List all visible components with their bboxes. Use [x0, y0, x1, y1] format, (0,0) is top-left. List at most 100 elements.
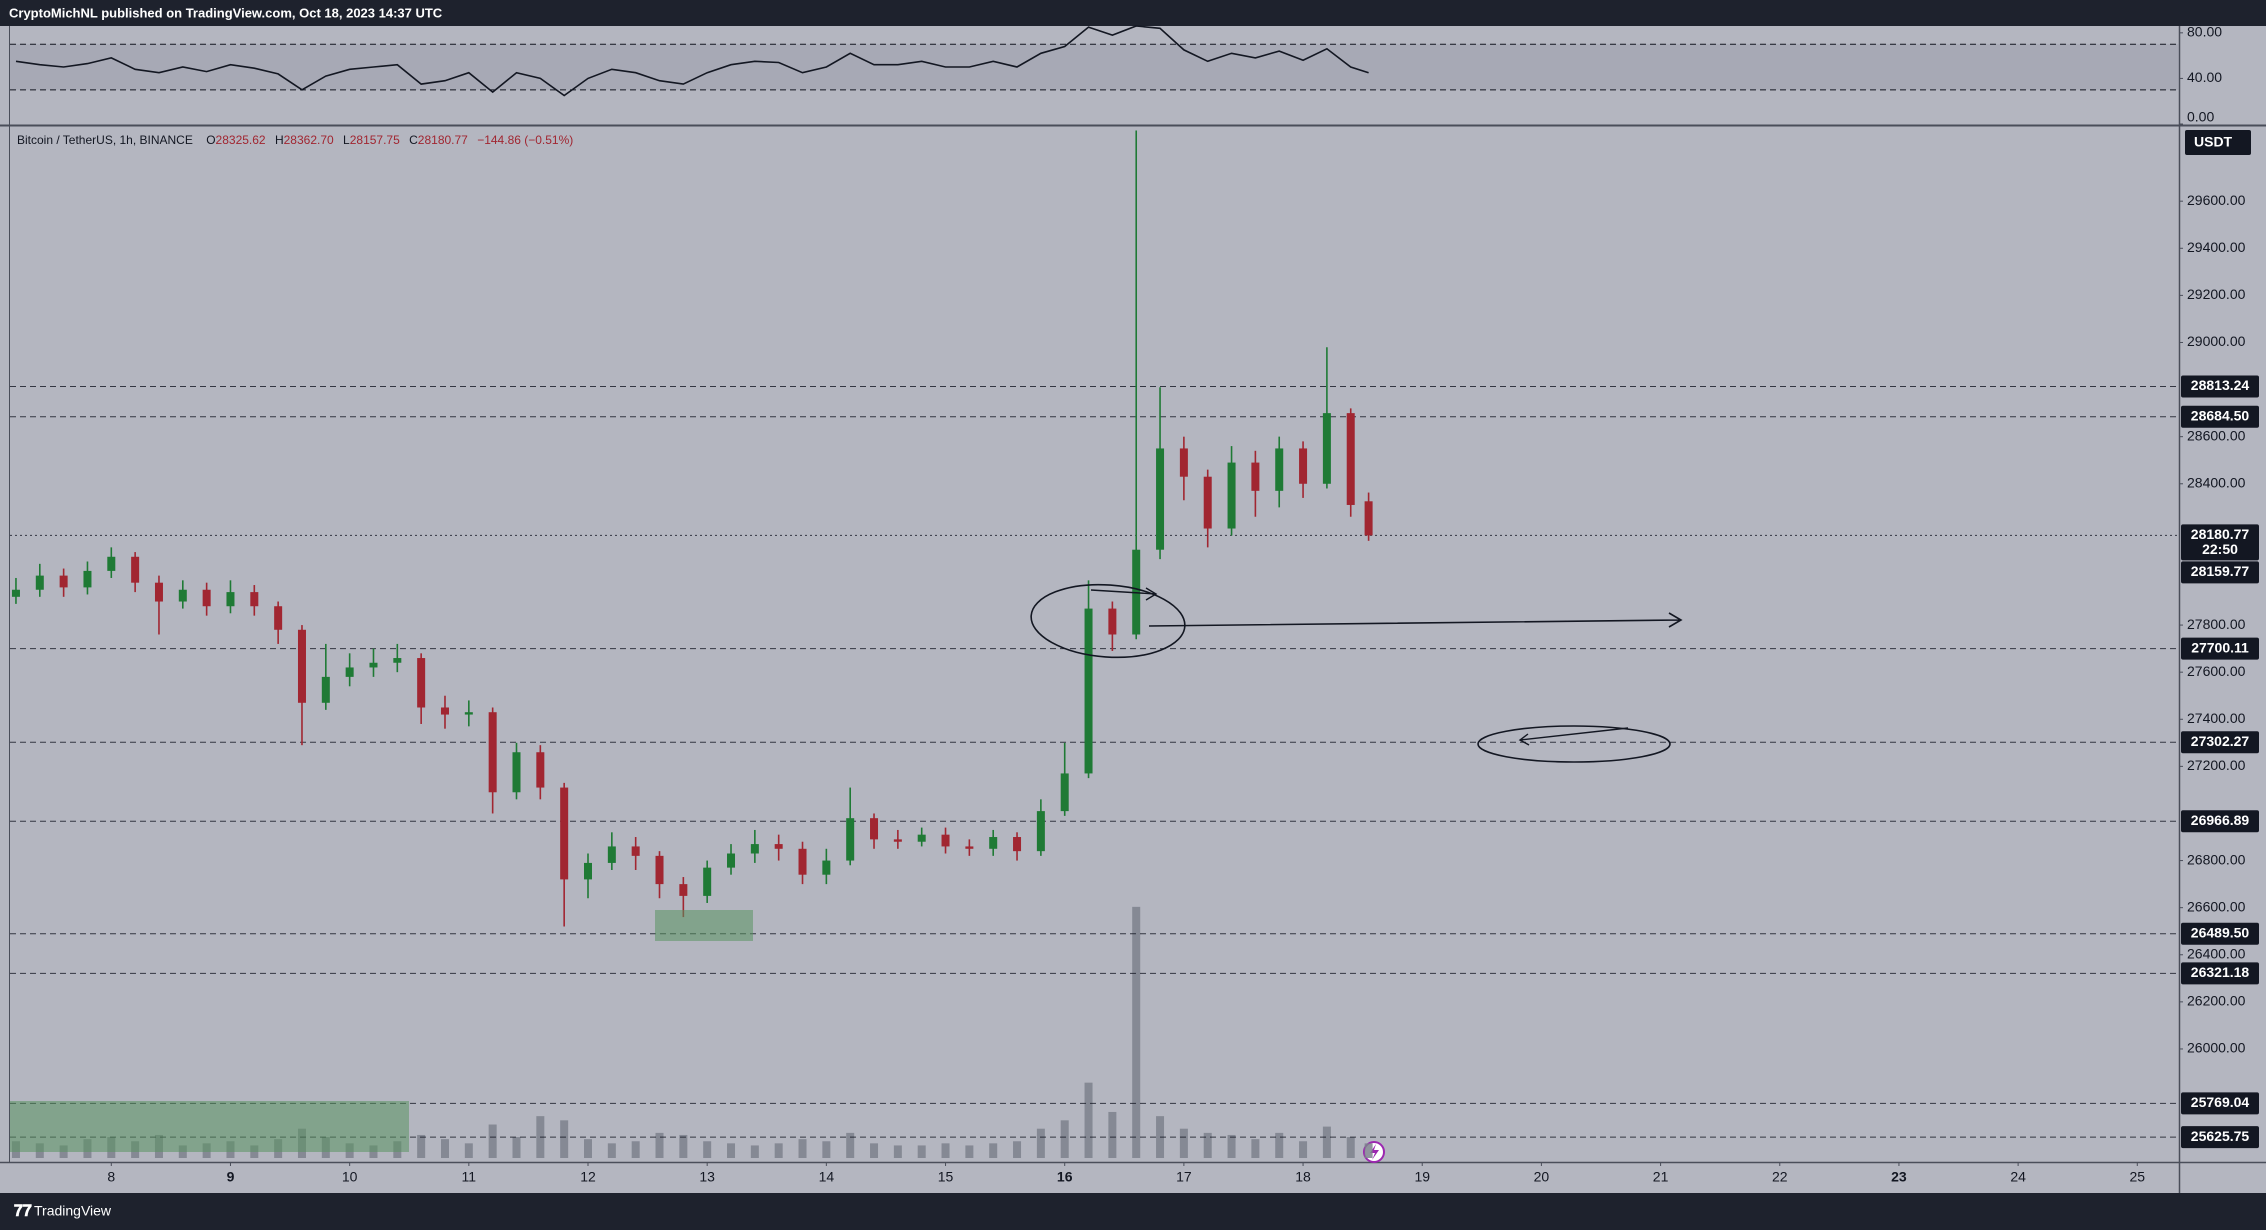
level-label: 28813.24 — [2191, 377, 2250, 393]
volume-bar — [655, 1132, 664, 1158]
volume-bar — [1013, 1141, 1022, 1158]
volume-bar — [464, 1143, 473, 1158]
candle-body — [750, 844, 759, 854]
candle-body — [584, 862, 593, 880]
volume-bar — [941, 1143, 950, 1158]
level-label: 26321.18 — [2191, 964, 2250, 980]
candle-body — [774, 844, 783, 849]
candle-body — [1251, 462, 1260, 491]
y-tick-label: 26800.00 — [2187, 851, 2246, 867]
candle-body — [1322, 413, 1331, 484]
level-label-box — [2181, 637, 2259, 660]
level-label: 28180.77 — [2191, 526, 2250, 542]
x-tick-label: 19 — [1414, 1169, 1430, 1185]
level-label: 26489.50 — [2191, 924, 2250, 940]
volume-bar — [1299, 1141, 1308, 1158]
footer-brand: TradingView — [34, 1203, 112, 1219]
volume-bar — [1179, 1128, 1188, 1158]
arrow-annotation — [1518, 727, 1629, 746]
level-label: 25625.75 — [2191, 1128, 2250, 1144]
level-label: 25769.04 — [2191, 1094, 2250, 1110]
level-label-box — [2181, 1126, 2259, 1149]
level-label: 28159.77 — [2191, 563, 2250, 579]
candle-body — [345, 667, 354, 677]
demand-zone — [655, 910, 753, 941]
candle-body — [59, 575, 68, 588]
volume-bar — [893, 1145, 902, 1158]
x-tick-label: 10 — [342, 1169, 358, 1185]
x-tick-label: 13 — [699, 1169, 715, 1185]
drawings — [10, 583, 1683, 1152]
publisher: CryptoMichNL published on TradingView.co… — [9, 5, 443, 20]
candle-body — [417, 658, 426, 708]
ohlc-key: O — [206, 133, 215, 147]
ohlc-key: L — [343, 133, 350, 147]
x-tick-label: 9 — [227, 1169, 235, 1185]
level-label-box — [2181, 375, 2259, 398]
candle-body — [1364, 501, 1373, 536]
volume-bar — [989, 1143, 998, 1158]
ohlc-value: 28157.75 — [350, 133, 400, 147]
bottom-bar — [0, 1193, 2266, 1230]
x-tick-label: 18 — [1295, 1169, 1311, 1185]
candle-body — [703, 867, 712, 896]
volume-bar — [1036, 1128, 1045, 1158]
candle-body — [989, 837, 998, 849]
x-tick-label: 20 — [1534, 1169, 1550, 1185]
rsi-line — [15, 25, 1369, 97]
x-tick-label: 12 — [580, 1169, 596, 1185]
volume-bar — [1060, 1120, 1069, 1158]
y-tick-label: 29200.00 — [2187, 286, 2246, 302]
candle-body — [464, 712, 473, 715]
candle-body — [1084, 608, 1093, 774]
volume-bar — [631, 1141, 640, 1158]
candle-body — [1346, 413, 1355, 505]
y-tick-label: 29600.00 — [2187, 192, 2246, 208]
candle-body — [822, 860, 831, 875]
y-tick-label: 28400.00 — [2187, 474, 2246, 490]
candle-body — [1299, 448, 1308, 484]
x-tick-label: 14 — [819, 1169, 835, 1185]
y-tick-label: 26200.00 — [2187, 993, 2246, 1009]
level-label-box — [2181, 922, 2259, 945]
candle-body — [607, 846, 616, 863]
volume-bar — [846, 1132, 855, 1158]
x-tick-label: 25 — [2129, 1169, 2145, 1185]
arrow-annotation — [1148, 612, 1683, 628]
candle-body — [679, 884, 688, 896]
level-label-box — [2181, 962, 2259, 985]
candle-body — [512, 752, 521, 793]
y-tick-label: 29400.00 — [2187, 239, 2246, 255]
candle-body — [1108, 608, 1117, 635]
ohlc-value: 28325.62 — [216, 133, 266, 147]
candle-body — [798, 848, 807, 875]
level-label: 27302.27 — [2191, 733, 2250, 749]
candle-body — [393, 658, 402, 663]
y-tick-label: 26600.00 — [2187, 898, 2246, 914]
level-label-box — [2181, 405, 2259, 428]
volume-bar — [488, 1124, 497, 1158]
candle-body — [274, 606, 283, 630]
level-label-box — [2181, 731, 2259, 754]
candle-body — [1060, 773, 1069, 812]
rsi-tick-label: 0.00 — [2187, 109, 2214, 125]
candle-body — [131, 556, 140, 583]
candle-body — [1013, 837, 1022, 852]
volume-bar — [1322, 1126, 1331, 1158]
candle-body — [1203, 476, 1212, 529]
candle-body — [893, 839, 902, 842]
rsi-band-fill — [10, 44, 2179, 90]
candle-body — [941, 834, 950, 847]
candle-body — [440, 707, 449, 715]
level-label-box — [2181, 561, 2259, 584]
candle-body — [107, 556, 116, 571]
candle-body — [488, 712, 497, 793]
symbol: Bitcoin / TetherUS, 1h, BINANCE — [17, 133, 193, 147]
y-tick-label: 27800.00 — [2187, 616, 2246, 632]
candle-body — [560, 787, 569, 880]
volume-bar — [917, 1145, 926, 1158]
rsi-tick-label: 80.00 — [2187, 24, 2222, 40]
volume-bar — [965, 1145, 974, 1158]
volume-bar — [774, 1143, 783, 1158]
volume-bar — [1108, 1111, 1117, 1158]
